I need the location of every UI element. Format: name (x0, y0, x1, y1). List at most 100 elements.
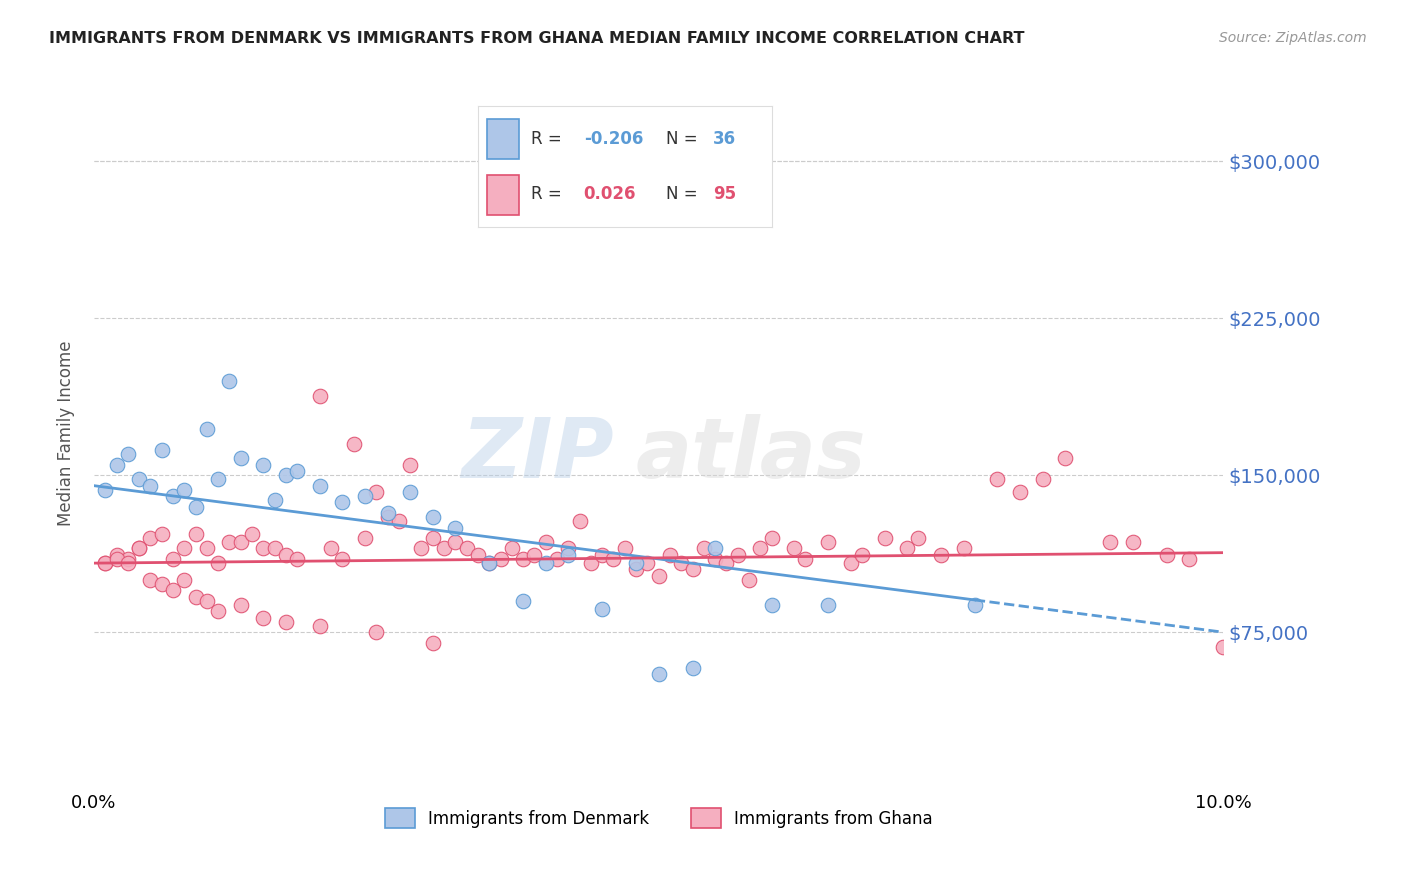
Point (207, 604, 229, 618)
Point (240, 526, 263, 541)
Point (851, 548, 873, 562)
Point (162, 552, 184, 566)
Point (105, 552, 128, 566)
Point (354, 489, 377, 503)
Point (817, 598, 839, 612)
Point (456, 541, 478, 556)
Point (184, 526, 207, 541)
Point (94, 556, 117, 570)
Point (557, 541, 579, 556)
Point (319, 541, 342, 556)
Point (388, 514, 411, 528)
Legend: Immigrants from Denmark, Immigrants from Ghana: Immigrants from Denmark, Immigrants from… (378, 802, 939, 834)
Point (422, 510, 444, 524)
Point (308, 478, 330, 492)
Point (343, 437, 366, 451)
Point (613, 541, 636, 556)
Point (308, 619, 330, 633)
Point (274, 468, 297, 483)
Point (94, 556, 117, 570)
Point (117, 552, 139, 566)
Point (195, 594, 218, 608)
Point (444, 535, 467, 549)
Point (422, 531, 444, 545)
Point (761, 531, 783, 545)
Point (117, 447, 139, 461)
Point (727, 548, 749, 562)
Point (467, 548, 489, 562)
Point (579, 556, 602, 570)
Point (332, 495, 354, 509)
Point (591, 548, 613, 562)
Point (512, 594, 534, 608)
Point (534, 535, 557, 549)
Point (422, 635, 444, 649)
Point (478, 556, 501, 570)
Point (512, 552, 534, 566)
Point (285, 464, 308, 478)
Point (229, 535, 252, 549)
Point (399, 485, 422, 500)
Point (263, 541, 285, 556)
Point (207, 556, 229, 570)
Point (332, 552, 354, 566)
Point (489, 552, 512, 566)
Point (218, 374, 240, 388)
Point (568, 514, 591, 528)
Point (1054, 451, 1077, 466)
Point (218, 535, 240, 549)
Point (693, 541, 716, 556)
Text: Source: ZipAtlas.com: Source: ZipAtlas.com (1219, 31, 1367, 45)
Point (1156, 548, 1178, 562)
Point (658, 548, 681, 562)
Point (377, 506, 399, 520)
Point (738, 573, 761, 587)
Point (963, 598, 986, 612)
Point (671, 556, 693, 570)
Point (150, 577, 173, 591)
Point (377, 510, 399, 524)
Text: ZIP: ZIP (461, 414, 613, 495)
Point (139, 478, 162, 492)
Point (285, 552, 308, 566)
Point (366, 625, 388, 640)
Point (162, 583, 184, 598)
Point (624, 556, 647, 570)
Point (411, 541, 433, 556)
Text: IMMIGRANTS FROM DENMARK VS IMMIGRANTS FROM GHANA MEDIAN FAMILY INCOME CORRELATIO: IMMIGRANTS FROM DENMARK VS IMMIGRANTS FR… (49, 31, 1025, 46)
Point (873, 531, 896, 545)
Point (907, 531, 929, 545)
Point (94, 483, 117, 497)
Point (602, 552, 624, 566)
Point (761, 598, 783, 612)
Point (986, 472, 1008, 486)
Point (478, 556, 501, 570)
Point (624, 562, 647, 576)
Point (184, 590, 207, 604)
Y-axis label: Median Family Income: Median Family Income (58, 341, 75, 526)
Point (366, 485, 388, 500)
Point (839, 556, 862, 570)
Point (1099, 535, 1122, 549)
Point (896, 541, 918, 556)
Point (444, 520, 467, 534)
Point (546, 552, 568, 566)
Point (252, 610, 274, 624)
Point (105, 548, 128, 562)
Point (195, 541, 218, 556)
Point (704, 552, 727, 566)
Point (783, 541, 806, 556)
Point (308, 389, 330, 403)
Point (173, 483, 195, 497)
Point (716, 556, 738, 570)
Point (274, 615, 297, 629)
Point (749, 541, 772, 556)
Point (274, 548, 297, 562)
Point (139, 573, 162, 587)
Point (252, 541, 274, 556)
Point (105, 458, 128, 472)
Point (117, 556, 139, 570)
Point (150, 526, 173, 541)
Point (952, 541, 974, 556)
Point (647, 667, 669, 681)
